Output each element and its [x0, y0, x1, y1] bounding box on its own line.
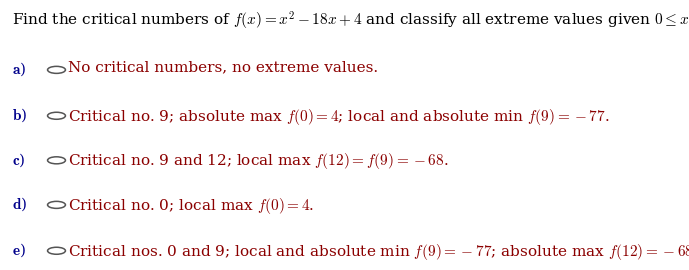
Text: No critical numbers, no extreme values.: No critical numbers, no extreme values.	[68, 61, 378, 75]
Text: $\mathbf{a}$): $\mathbf{a}$)	[12, 61, 27, 79]
Text: Critical no. 9 and 12; local max $f(12) = f(9) = -68$.: Critical no. 9 and 12; local max $f(12) …	[68, 151, 449, 171]
Text: Critical nos. 0 and 9; local and absolute min $f(9) = -77$; absolute max $f(12) : Critical nos. 0 and 9; local and absolut…	[68, 242, 689, 262]
Text: Find the critical numbers of $f(x) = x^2 - 18x + 4$ and classify all extreme val: Find the critical numbers of $f(x) = x^2…	[12, 9, 689, 32]
Text: $\mathbf{b}$): $\mathbf{b}$)	[12, 107, 28, 124]
Text: Critical no. 0; local max $f(0) = 4$.: Critical no. 0; local max $f(0) = 4$.	[68, 196, 314, 216]
Text: $\mathbf{e}$): $\mathbf{e}$)	[12, 242, 26, 259]
Text: $\mathbf{c}$): $\mathbf{c}$)	[12, 151, 26, 169]
Text: $\mathbf{d}$): $\mathbf{d}$)	[12, 196, 28, 214]
Text: Critical no. 9; absolute max $f(0) = 4$; local and absolute min $f(9) = -77$.: Critical no. 9; absolute max $f(0) = 4$;…	[68, 107, 610, 127]
